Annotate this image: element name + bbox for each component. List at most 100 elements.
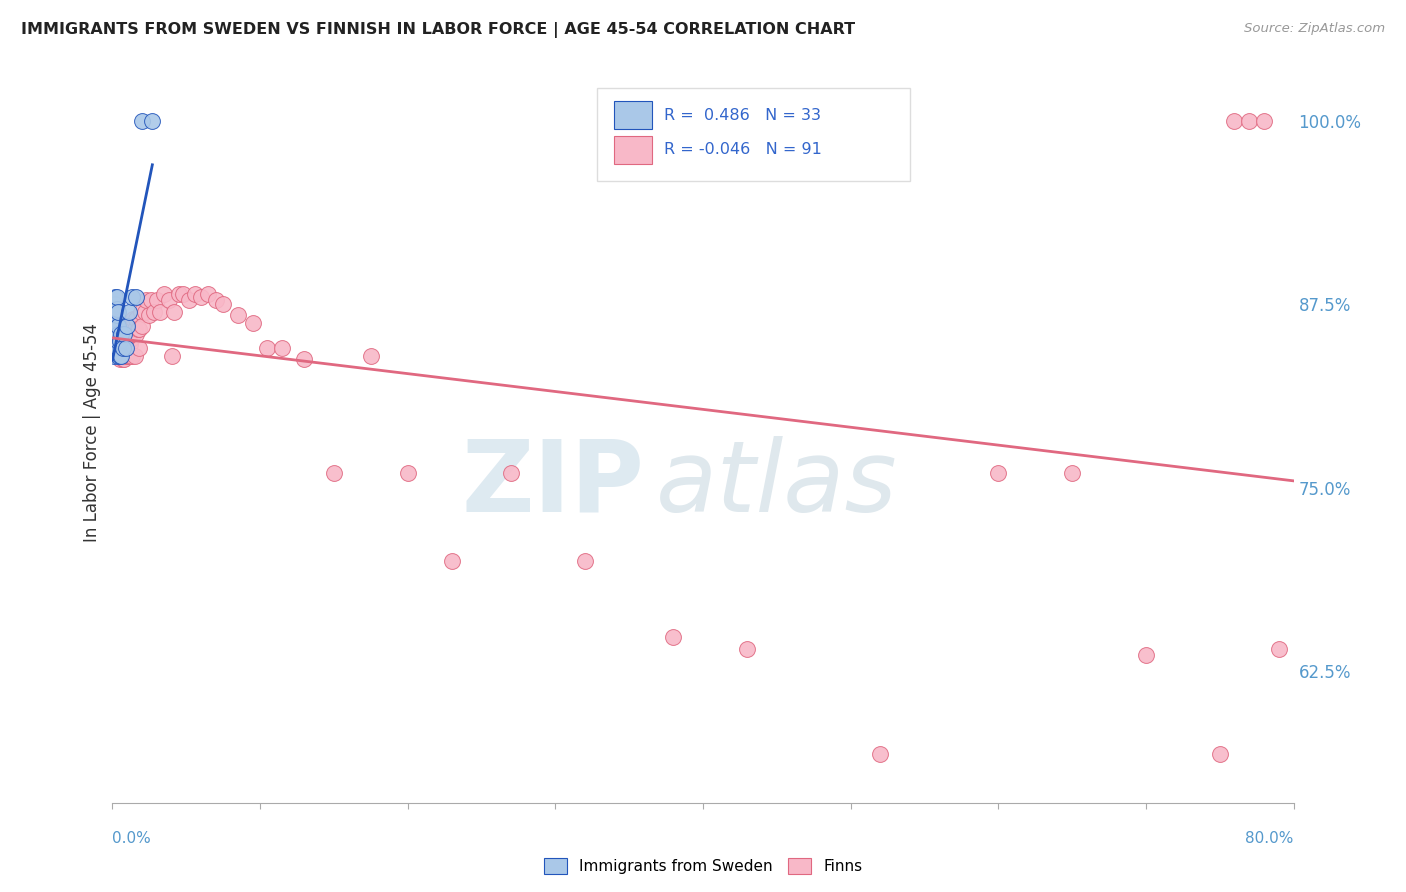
Point (103, 326, 125, 341)
FancyBboxPatch shape (596, 88, 910, 181)
Point (128, 322, 150, 336)
Point (125, 326, 148, 341)
Point (112, 326, 135, 341)
Point (662, 630, 685, 644)
Y-axis label: In Labor Force | Age 45-54: In Labor Force | Age 45-54 (83, 323, 101, 542)
Point (111, 337, 134, 351)
Point (574, 554, 596, 568)
Point (117, 331, 138, 345)
Point (108, 351, 131, 366)
Point (501, 466, 523, 480)
Point (292, 351, 315, 366)
Point (172, 287, 194, 301)
Point (120, 322, 142, 336)
Point (112, 341, 135, 355)
Point (111, 351, 134, 366)
Point (105, 290, 128, 304)
Point (1208, 747, 1232, 762)
Point (112, 319, 135, 334)
Point (131, 114, 153, 128)
Point (122, 326, 145, 341)
Point (114, 341, 136, 355)
Point (110, 326, 132, 341)
Point (108, 326, 131, 341)
Point (131, 319, 153, 334)
Point (212, 297, 235, 311)
Point (105, 301, 128, 316)
Point (117, 319, 138, 334)
Point (111, 326, 134, 341)
Point (104, 326, 127, 341)
Point (157, 293, 180, 307)
Point (125, 290, 148, 304)
Point (142, 304, 165, 318)
Point (256, 341, 278, 355)
Point (124, 349, 146, 363)
Point (118, 331, 141, 345)
Point (107, 349, 129, 363)
Point (107, 304, 129, 318)
Point (103, 304, 125, 318)
Point (121, 349, 143, 363)
Point (124, 322, 146, 336)
Text: Source: ZipAtlas.com: Source: ZipAtlas.com (1244, 22, 1385, 36)
Point (108, 334, 131, 348)
Point (107, 319, 129, 334)
Point (104, 326, 127, 341)
Point (107, 334, 129, 348)
Point (105, 308, 128, 322)
Point (242, 317, 264, 331)
Point (190, 290, 212, 304)
Point (118, 349, 141, 363)
Point (111, 317, 134, 331)
Point (104, 341, 127, 355)
Point (1223, 114, 1246, 128)
Point (117, 349, 138, 363)
Point (107, 349, 129, 363)
Text: ZIP: ZIP (461, 436, 644, 533)
Point (153, 287, 176, 301)
Point (441, 554, 464, 568)
Point (104, 312, 127, 326)
Point (105, 317, 128, 331)
Legend: Immigrants from Sweden, Finns: Immigrants from Sweden, Finns (537, 852, 869, 880)
Point (360, 349, 382, 363)
Point (125, 312, 148, 326)
Point (104, 290, 127, 304)
Point (107, 317, 129, 331)
Point (107, 326, 129, 341)
Point (108, 341, 131, 355)
Point (105, 349, 128, 363)
Point (149, 304, 172, 318)
Point (120, 349, 142, 363)
Point (121, 290, 143, 304)
FancyBboxPatch shape (614, 101, 652, 129)
Point (108, 349, 131, 363)
Point (1135, 648, 1157, 662)
Point (121, 331, 143, 345)
Point (104, 297, 127, 311)
Point (114, 331, 136, 345)
Point (114, 349, 136, 363)
Point (226, 308, 249, 322)
Point (103, 349, 125, 363)
Text: R = -0.046   N = 91: R = -0.046 N = 91 (664, 143, 823, 157)
Point (107, 326, 129, 341)
Point (135, 293, 157, 307)
Point (105, 322, 128, 336)
Point (127, 322, 149, 336)
Point (107, 341, 129, 355)
Point (112, 351, 135, 366)
Point (139, 293, 162, 307)
Point (869, 747, 891, 762)
Point (118, 304, 141, 318)
Point (271, 341, 294, 355)
Point (111, 345, 134, 359)
Point (167, 287, 190, 301)
Point (163, 304, 186, 318)
Point (323, 466, 346, 480)
Point (1268, 641, 1291, 656)
Point (110, 349, 132, 363)
Point (105, 319, 128, 334)
Point (138, 308, 160, 322)
